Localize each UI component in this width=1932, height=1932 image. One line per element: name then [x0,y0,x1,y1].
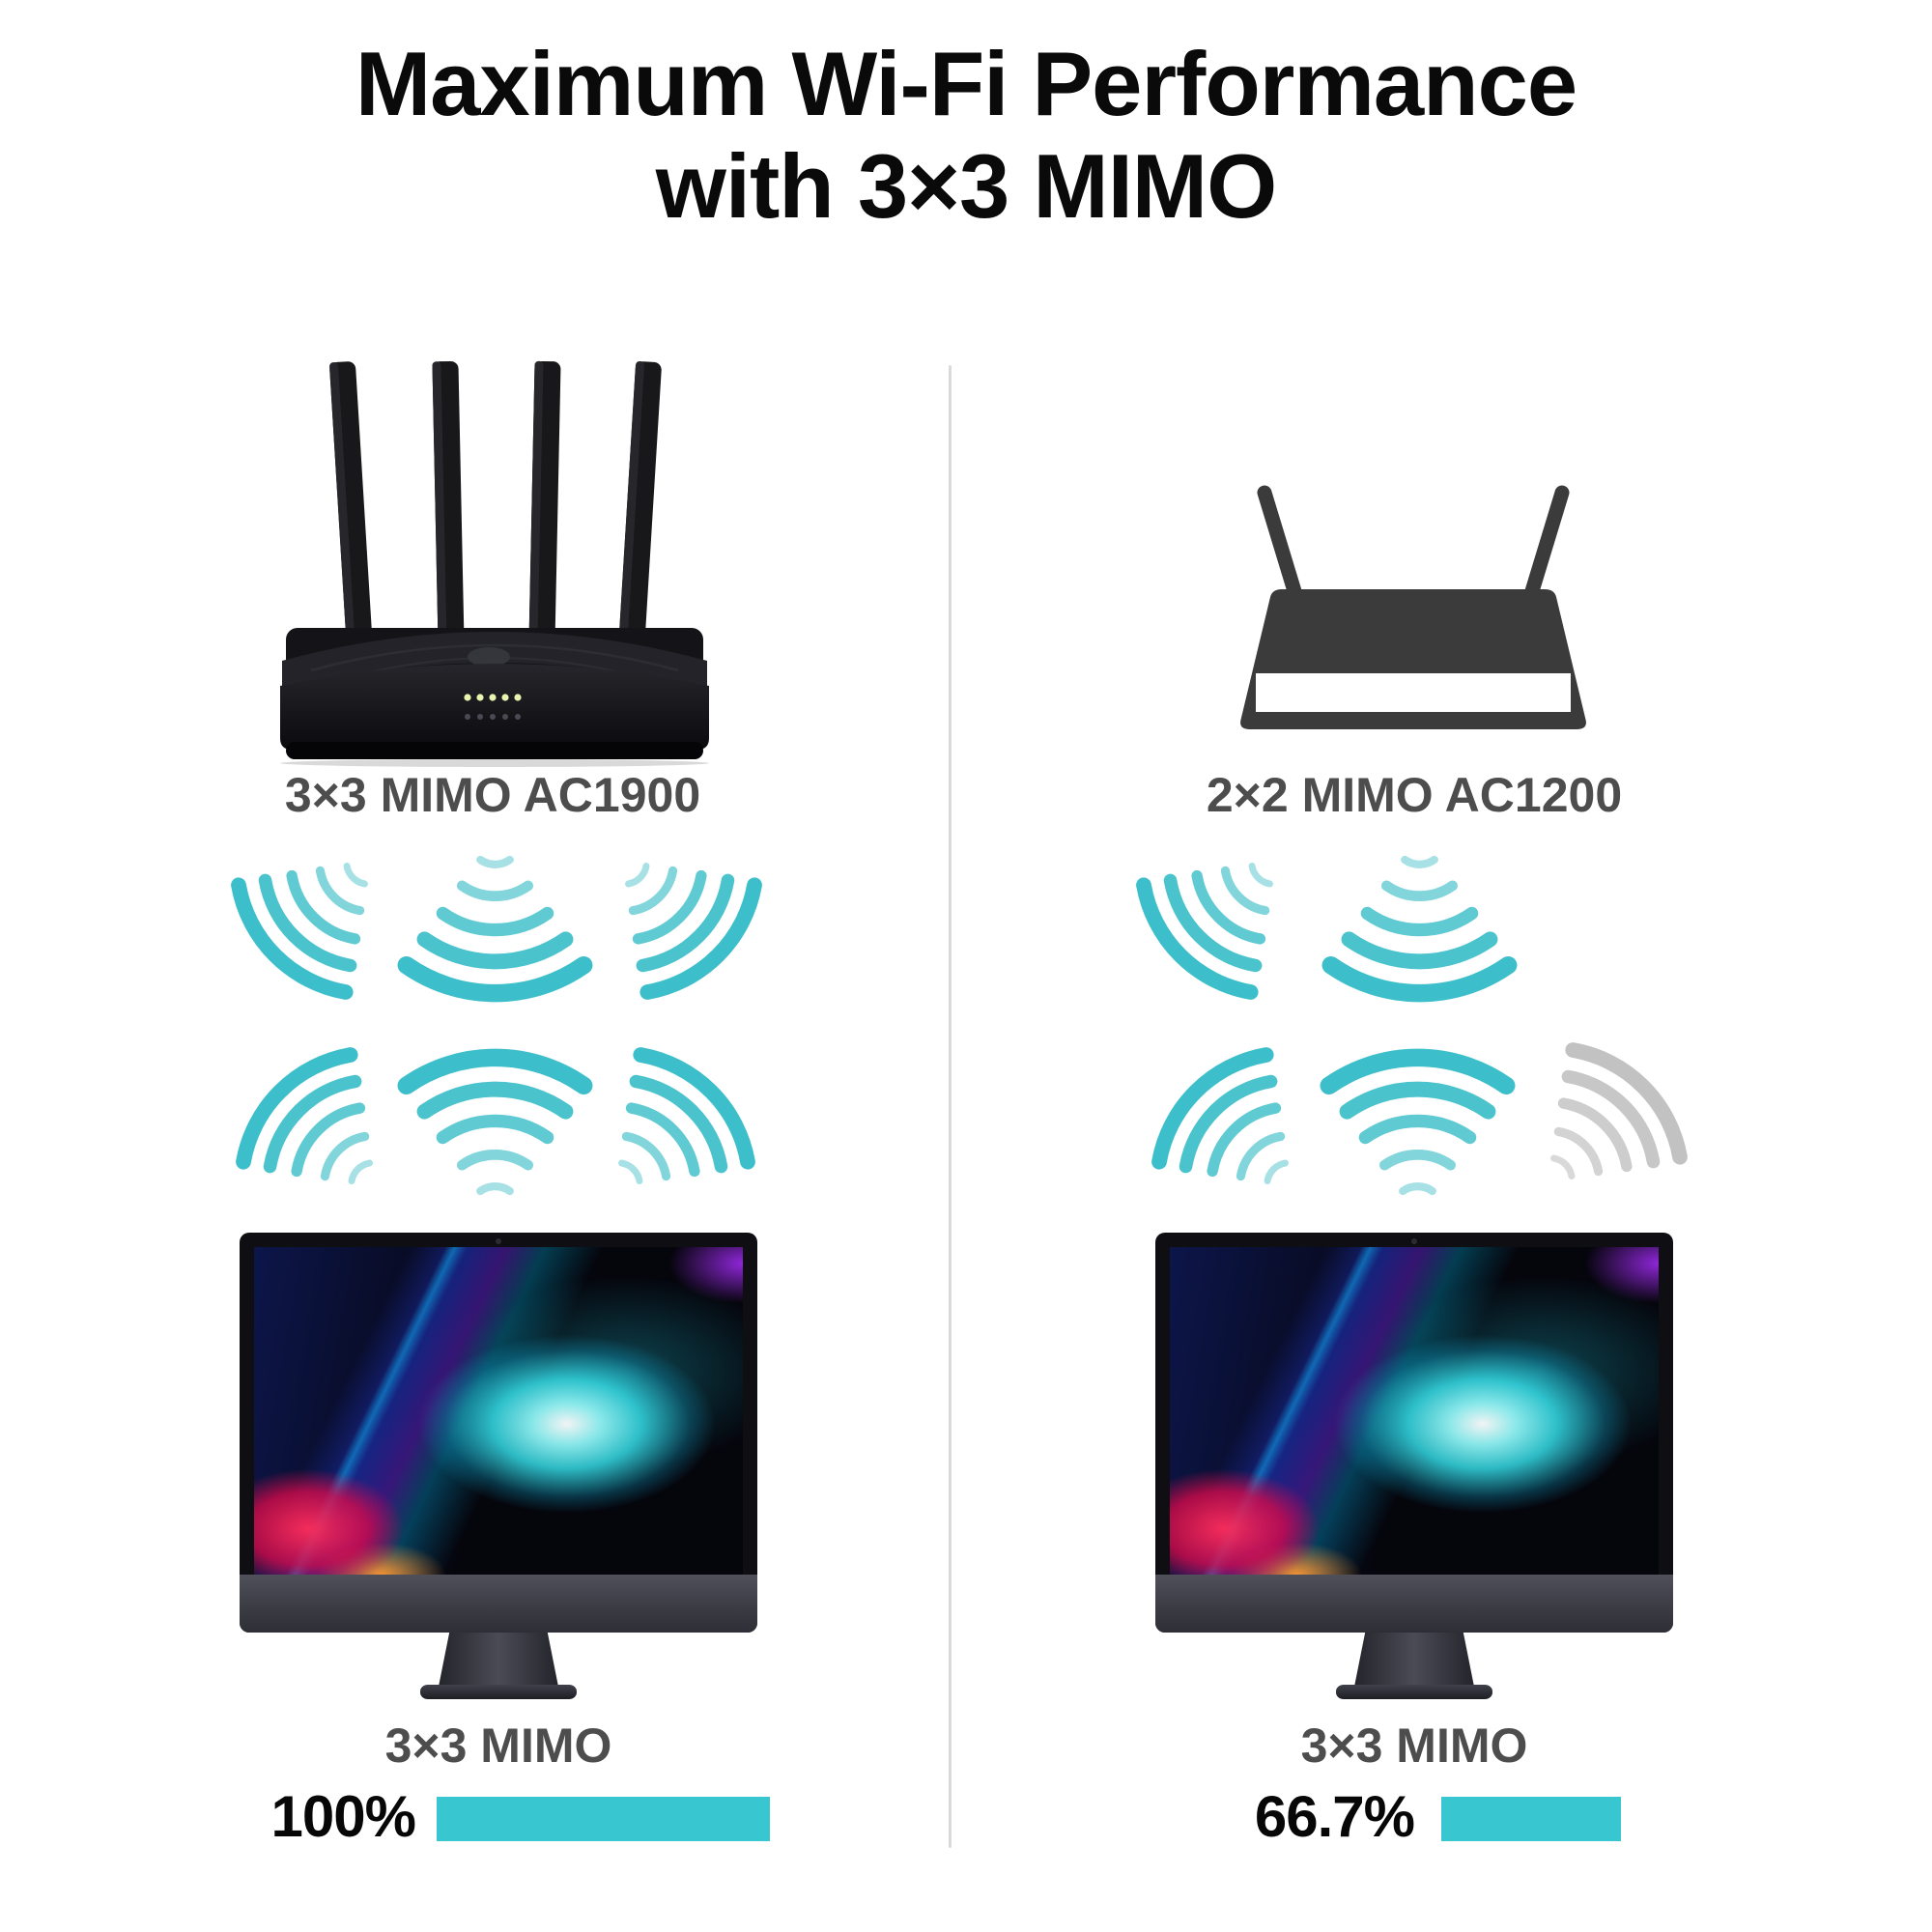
monitor-screen [1170,1247,1659,1575]
performance-bar-left [437,1797,770,1841]
monitor-chin [240,1575,757,1633]
imac-monitor-right [1155,1233,1673,1702]
monitor-screen [254,1247,743,1575]
antenna-icon [1257,485,1302,599]
router-front-icons [465,714,521,720]
router-led-lights [464,694,522,701]
monitor-stand-base [420,1685,577,1699]
device-label-left: 3×3 MIMO [384,1719,612,1773]
wifi-signal-icon [396,831,594,1029]
title-line-2: with 3×3 MIMO [655,135,1277,238]
device-label-right: 3×3 MIMO [1300,1719,1528,1773]
wifi-signal-icon [1319,1022,1517,1220]
wifi-signal-icon [1321,831,1519,1029]
router-label-left: 3×3 MIMO AC1900 [284,768,701,822]
router-label-right: 2×2 MIMO AC1200 [1206,768,1623,822]
camera-dot-icon [496,1238,501,1244]
percent-label-right: 66.7% [1254,1784,1415,1849]
wifi-signal-inactive-icon [1486,1006,1724,1244]
monitor-chin [1155,1575,1673,1633]
wifi-signal-icon [1099,798,1338,1037]
title-line-1: Maximum Wi-Fi Performance [355,33,1577,134]
camera-dot-icon [1411,1238,1417,1244]
wifi-signal-icon [560,798,799,1037]
monitor-stand [1354,1633,1474,1687]
panel-divider [949,365,952,1848]
router-ac1900-image [280,360,709,767]
monitor-frame [240,1233,757,1633]
router-ac1200-icon [1240,485,1586,729]
antenna-icon [329,360,662,644]
router-slot [1256,673,1571,712]
monitor-frame [1155,1233,1673,1633]
monitor-stand [439,1633,558,1687]
imac-monitor-left [240,1233,757,1702]
monitor-stand-base [1336,1685,1492,1699]
percent-label-left: 100% [270,1784,416,1849]
performance-bar-right [1441,1797,1621,1841]
antenna-icon [1524,485,1570,599]
page-title: Maximum Wi-Fi Performance with 3×3 MIMO [0,33,1932,238]
tplink-logo [468,647,510,667]
